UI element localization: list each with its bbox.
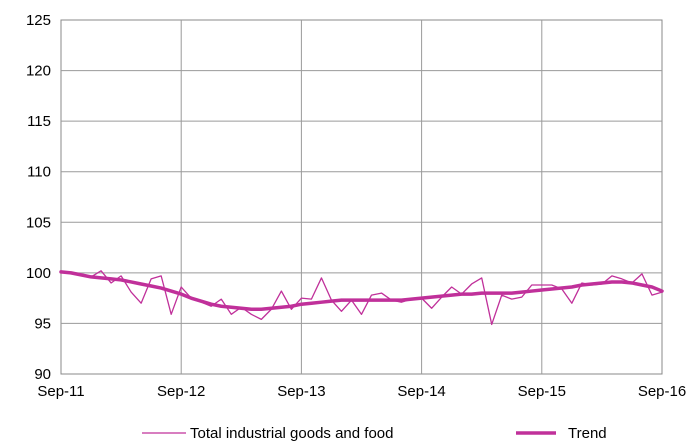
x-tick-label: Sep-11 [37,383,84,400]
series-line-trend [59,270,664,312]
plot-area [60,19,663,375]
x-tick-label: Sep-15 [518,383,566,400]
legend-label-series-2: Trend [568,425,607,442]
x-tick-label: Sep-12 [157,383,205,400]
x-tick-label: Sep-14 [397,383,445,400]
y-tick-label: 110 [27,164,51,181]
y-tick-label: 95 [34,315,51,332]
x-tick-label: Sep-13 [277,383,325,400]
series-lines [59,270,664,326]
y-tick-label: 100 [26,265,51,282]
y-tick-label: 115 [27,113,51,130]
legend: Total industrial goods and food Trend [142,425,607,442]
x-tick-label: Sep-16 [638,383,686,400]
legend-label-series-1: Total industrial goods and food [190,425,393,442]
y-tick-label: 105 [26,214,51,231]
y-tick-label: 120 [26,63,51,80]
y-axis-tick-labels: 90 95 100 105 110 115 120 125 [26,12,51,383]
grid-lines [61,20,662,374]
y-tick-label: 125 [26,12,51,29]
y-tick-label: 90 [34,366,51,383]
x-axis-tick-labels: Sep-11 Sep-12 Sep-13 Sep-14 Sep-15 Sep-16 [37,383,686,400]
